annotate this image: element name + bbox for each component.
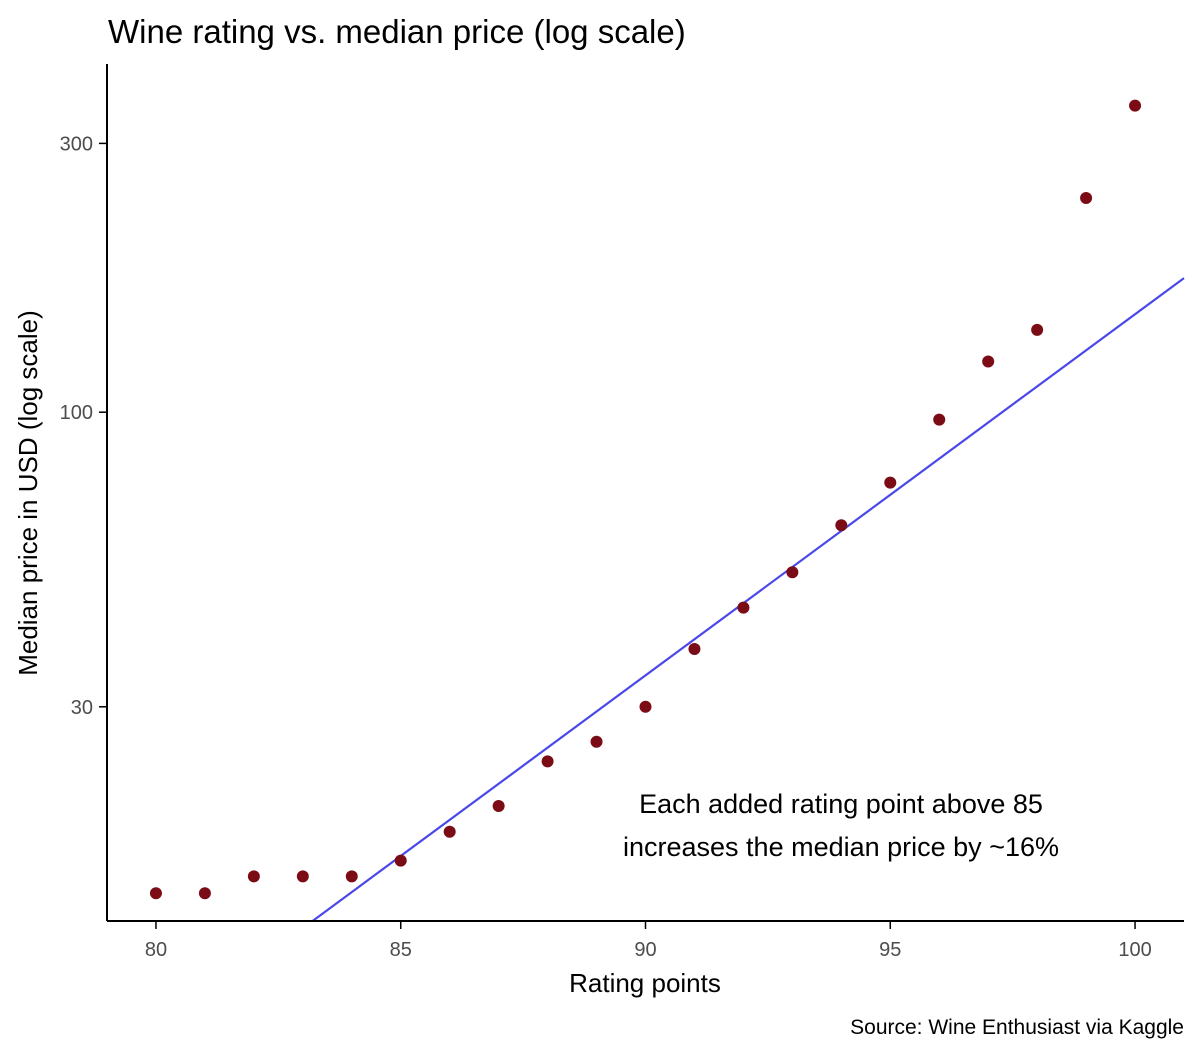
source-caption: Source: Wine Enthusiast via Kaggle [850,1016,1184,1039]
y-axis-title: Median price in USD (log scale) [13,310,43,676]
x-tick-label: 90 [634,939,656,961]
data-point [933,413,946,426]
data-point [786,566,799,579]
data-point [394,854,407,867]
data-point [296,870,309,883]
fit-line [311,277,1185,922]
y-tick-label: 30 [71,697,93,719]
annotation-line-1: Each added rating point above 85 [639,789,1043,819]
data-point [590,735,603,748]
x-axis-ticks: 80 85 90 95 100 [145,921,1152,961]
data-point [688,642,701,655]
data-point [639,700,652,713]
data-point [492,800,505,813]
y-tick-label: 300 [60,133,93,155]
data-point [884,476,897,489]
x-tick-label: 80 [145,939,167,961]
data-point [345,870,358,883]
y-tick-label: 100 [60,402,93,424]
data-point [1129,99,1142,112]
data-point [1031,323,1044,336]
y-axis-ticks: 30 100 300 [60,133,107,719]
plot-area [149,99,1185,922]
data-point [541,755,554,768]
x-tick-label: 95 [879,939,901,961]
data-point [737,601,750,614]
data-point [1080,191,1093,204]
data-point [835,519,848,532]
data-point [443,825,456,838]
x-axis-title: Rating points [569,968,721,998]
x-tick-label: 100 [1118,939,1151,961]
chart-title: Wine rating vs. median price (log scale) [108,13,686,50]
annotation-line-2: increases the median price by ~16% [623,832,1059,862]
data-point [198,887,211,900]
data-point [982,355,995,368]
data-point [149,887,162,900]
data-point [247,870,260,883]
x-tick-label: 85 [390,939,412,961]
